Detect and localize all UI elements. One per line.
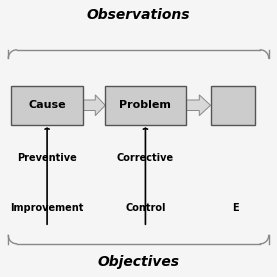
FancyBboxPatch shape [105,86,186,125]
Text: Control: Control [125,203,166,213]
Text: Observations: Observations [87,8,190,22]
Text: Corrective: Corrective [117,153,174,163]
FancyArrow shape [83,95,105,116]
FancyBboxPatch shape [211,86,255,125]
Text: E: E [232,203,239,213]
Text: Cause: Cause [28,100,66,110]
Text: Objectives: Objectives [98,255,179,269]
FancyBboxPatch shape [11,86,83,125]
FancyArrow shape [186,95,211,116]
Text: Improvement: Improvement [11,203,84,213]
Text: Preventive: Preventive [17,153,77,163]
Text: Problem: Problem [119,100,171,110]
